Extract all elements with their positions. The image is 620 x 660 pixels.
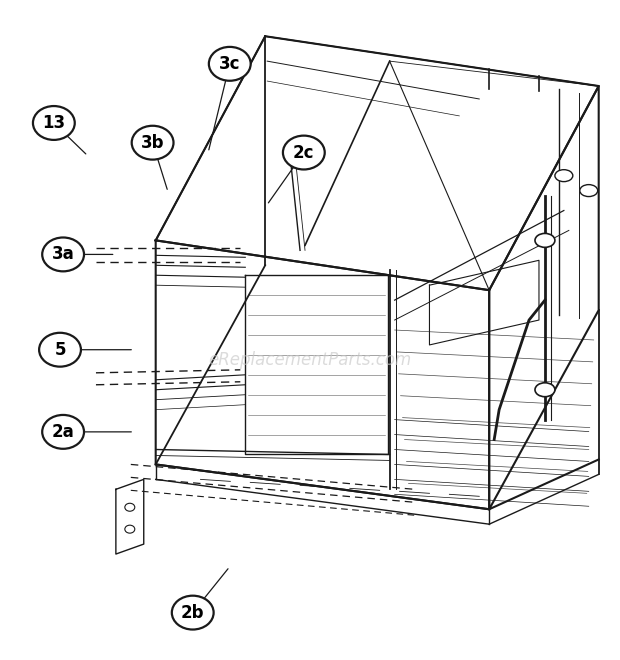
Text: 2b: 2b bbox=[181, 604, 205, 622]
Ellipse shape bbox=[42, 238, 84, 271]
Ellipse shape bbox=[33, 106, 75, 140]
Ellipse shape bbox=[131, 126, 174, 160]
Text: 2a: 2a bbox=[51, 423, 74, 441]
Text: 2c: 2c bbox=[293, 143, 314, 162]
Text: 5: 5 bbox=[55, 341, 66, 359]
Ellipse shape bbox=[555, 170, 573, 182]
Ellipse shape bbox=[535, 234, 555, 248]
Ellipse shape bbox=[209, 47, 250, 81]
Text: eReplacementParts.com: eReplacementParts.com bbox=[208, 351, 412, 369]
Ellipse shape bbox=[283, 135, 325, 170]
Ellipse shape bbox=[172, 596, 214, 630]
Ellipse shape bbox=[42, 415, 84, 449]
Ellipse shape bbox=[125, 504, 135, 512]
Text: 13: 13 bbox=[42, 114, 66, 132]
Ellipse shape bbox=[535, 383, 555, 397]
Text: 3b: 3b bbox=[141, 134, 164, 152]
Ellipse shape bbox=[39, 333, 81, 367]
Ellipse shape bbox=[125, 525, 135, 533]
Text: 3c: 3c bbox=[219, 55, 241, 73]
Ellipse shape bbox=[580, 185, 598, 197]
Text: 3a: 3a bbox=[51, 246, 74, 263]
